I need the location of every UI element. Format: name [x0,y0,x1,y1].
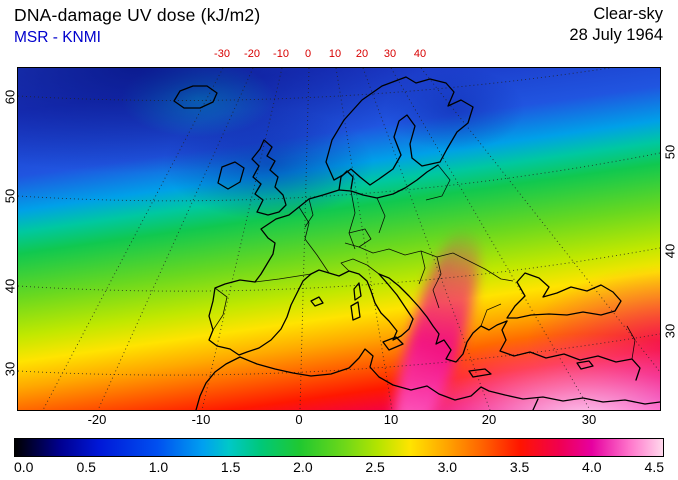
graticule-lines [18,68,660,410]
bottom-longitude-tick: 10 [383,412,399,427]
country-borders [212,164,636,360]
coast-denmark [338,170,354,191]
coast-north-africa [239,348,660,405]
date-label: 28 July 1964 [569,26,663,44]
top-longitude-tick: -10 [273,48,289,60]
bottom-longitude-tick: 30 [581,412,597,427]
top-longitude-tick: 10 [328,48,342,60]
top-longitude-tick: 20 [355,48,369,60]
left-latitude-tick: 60 [2,89,18,105]
right-latitude-tick: 30 [662,323,678,339]
colorbar-tick: 2.5 [365,459,385,475]
coast-baltic [338,164,439,199]
colorbar [14,438,664,457]
coast-great-britain [251,139,287,216]
island-sardinia [350,301,361,321]
left-latitude-tick: 30 [2,361,18,377]
top-longitude-tick: 0 [304,48,312,60]
colorbar-tick: 1.0 [148,459,169,475]
top-longitude-tick: -30 [214,48,230,60]
left-latitude-tick: 50 [2,188,18,204]
coast-turkey [499,320,641,381]
coastline-paths [173,76,660,410]
sky-condition-label: Clear-sky [593,5,663,23]
bottom-longitude-tick: -20 [87,412,107,427]
bottom-longitude-tick: 20 [481,412,497,427]
colorbar-tick: 0.5 [76,459,96,475]
colorbar-tick: 3.5 [509,459,530,475]
top-longitude-tick: 30 [383,48,397,60]
island-balearics [310,296,324,307]
uv-dose-field [18,68,660,410]
coast-adriatic-greece [378,273,508,363]
colorbar-tick: 0.0 [14,459,34,475]
map-frame [17,67,661,411]
bottom-longitude-tick: 0 [295,412,303,427]
colorbar-tick-labels: 0.0 0.5 1.0 1.5 2.0 2.5 3.0 3.5 4.0 4.5 [14,459,664,477]
colorbar-tick: 4.5 [644,459,664,475]
island-corsica [353,282,362,301]
right-latitude-tick: 40 [662,243,678,259]
coast-morocco-atlantic [195,356,241,410]
coast-scandinavia [325,76,474,186]
colorbar-tick: 2.0 [293,459,313,475]
left-latitude-tick: 40 [2,278,18,294]
coast-black-sea [506,272,622,319]
coast-france-italy [310,269,414,341]
colorbar-tick: 3.0 [437,459,458,475]
map-overlay [18,68,660,410]
bottom-longitude-tick: -10 [191,412,211,427]
page-title: DNA-damage UV dose (kJ/m2) [14,5,261,25]
island-crete [468,368,492,378]
data-source-label: MSR - KNMI [14,29,101,46]
top-longitude-tick: -20 [244,48,260,60]
river-nile [532,398,539,410]
coast-northsea-biscay [254,189,340,283]
island-sicily [382,336,404,351]
island-cyprus [576,360,594,370]
top-longitude-tick: 40 [413,48,427,60]
right-latitude-tick: 50 [662,144,678,160]
coast-ireland [217,161,245,190]
coast-iberia [208,273,312,356]
coast-iceland [173,85,218,109]
colorbar-tick: 1.5 [220,459,241,475]
colorbar-tick: 4.0 [582,459,602,475]
